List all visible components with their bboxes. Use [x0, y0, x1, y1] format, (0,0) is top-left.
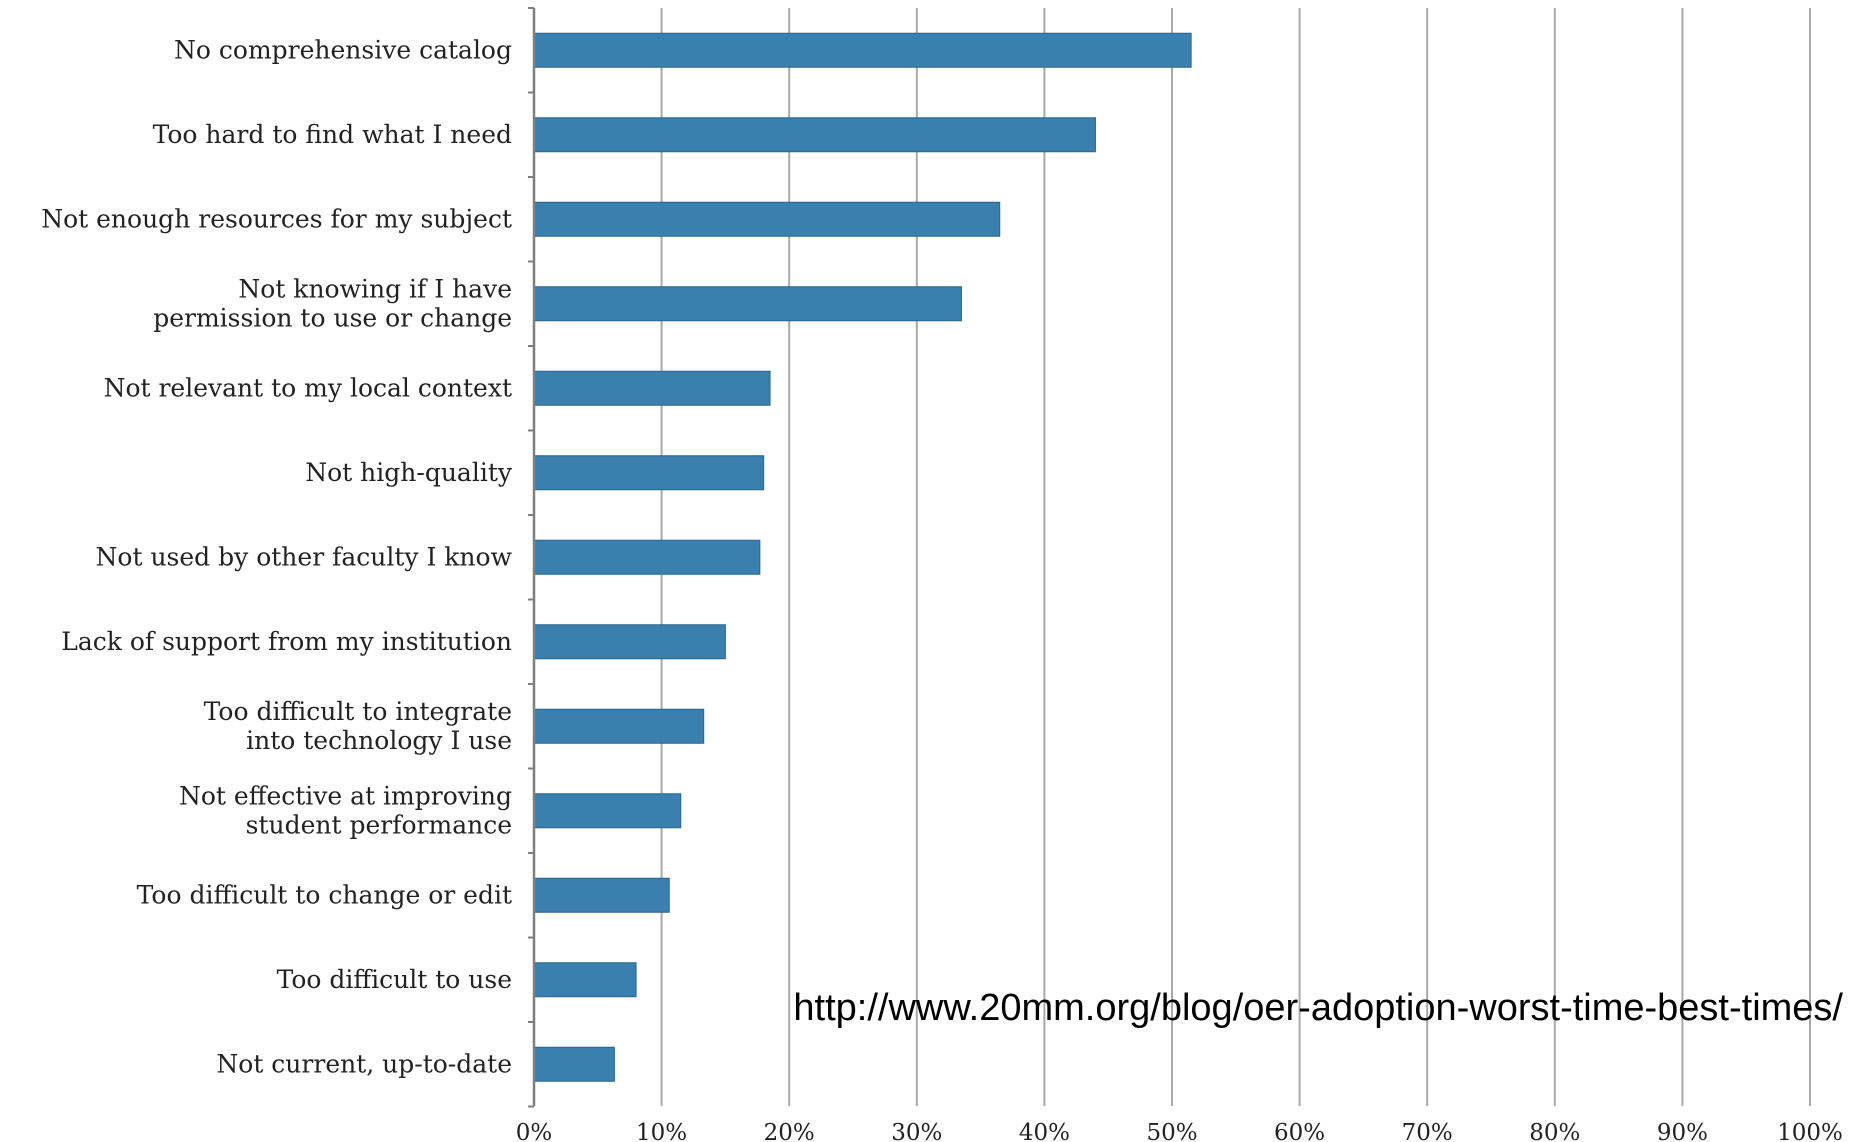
category-label: permission to use or change [153, 303, 512, 332]
x-tick-label: 20% [764, 1120, 815, 1142]
category-label: Not current, up-to-date [216, 1049, 512, 1078]
bar [533, 962, 637, 998]
bar [533, 624, 726, 660]
category-label: student performance [246, 810, 512, 839]
x-tick-label: 60% [1274, 1120, 1325, 1142]
category-label: No comprehensive catalog [174, 35, 512, 64]
category-label: Not effective at improving [179, 781, 512, 810]
bar [533, 370, 771, 406]
x-tick-label: 100% [1777, 1120, 1843, 1142]
gridlines [660, 8, 1811, 1106]
x-tick-label: 50% [1146, 1120, 1197, 1142]
axes [528, 7, 536, 1108]
x-tick-label: 70% [1402, 1120, 1453, 1142]
bar [533, 793, 682, 829]
bar [533, 32, 1192, 68]
bar [533, 1046, 615, 1082]
bar [533, 539, 761, 575]
category-label: into technology I use [246, 726, 512, 755]
category-label: Too hard to find what I need [153, 120, 512, 149]
x-tick-label: 30% [891, 1120, 942, 1142]
bar [533, 117, 1096, 153]
bar [533, 455, 765, 491]
bar [533, 201, 1001, 237]
category-label: Not used by other faculty I know [96, 542, 513, 571]
category-label: Not high-quality [305, 458, 513, 487]
source-url-note: http://www.20mm.org/blog/oer-adoption-wo… [793, 987, 1843, 1029]
category-label: Not relevant to my local context [104, 373, 512, 402]
x-tick-label: 0% [516, 1120, 553, 1142]
x-tick-label: 80% [1529, 1120, 1580, 1142]
category-label: Lack of support from my institution [61, 627, 512, 656]
bar [533, 708, 705, 744]
category-label: Too difficult to integrate [204, 697, 512, 726]
x-tick-labels: 0% 10% 20% 30% 40% 50% 60% 70% 80% 90% 100% [516, 1120, 1843, 1142]
category-label: Too difficult to change or edit [137, 880, 512, 909]
x-tick-label: 40% [1019, 1120, 1070, 1142]
bar [533, 877, 670, 913]
x-tick-label: 90% [1657, 1120, 1708, 1142]
bars [533, 32, 1192, 1082]
category-labels: No comprehensive catalog Too hard to find… [41, 35, 513, 1078]
category-label: Too difficult to use [277, 965, 512, 994]
category-label: Not knowing if I have [238, 274, 512, 303]
bar [533, 286, 962, 322]
x-tick-label: 10% [636, 1120, 687, 1142]
category-label: Not enough resources for my subject [41, 204, 512, 233]
